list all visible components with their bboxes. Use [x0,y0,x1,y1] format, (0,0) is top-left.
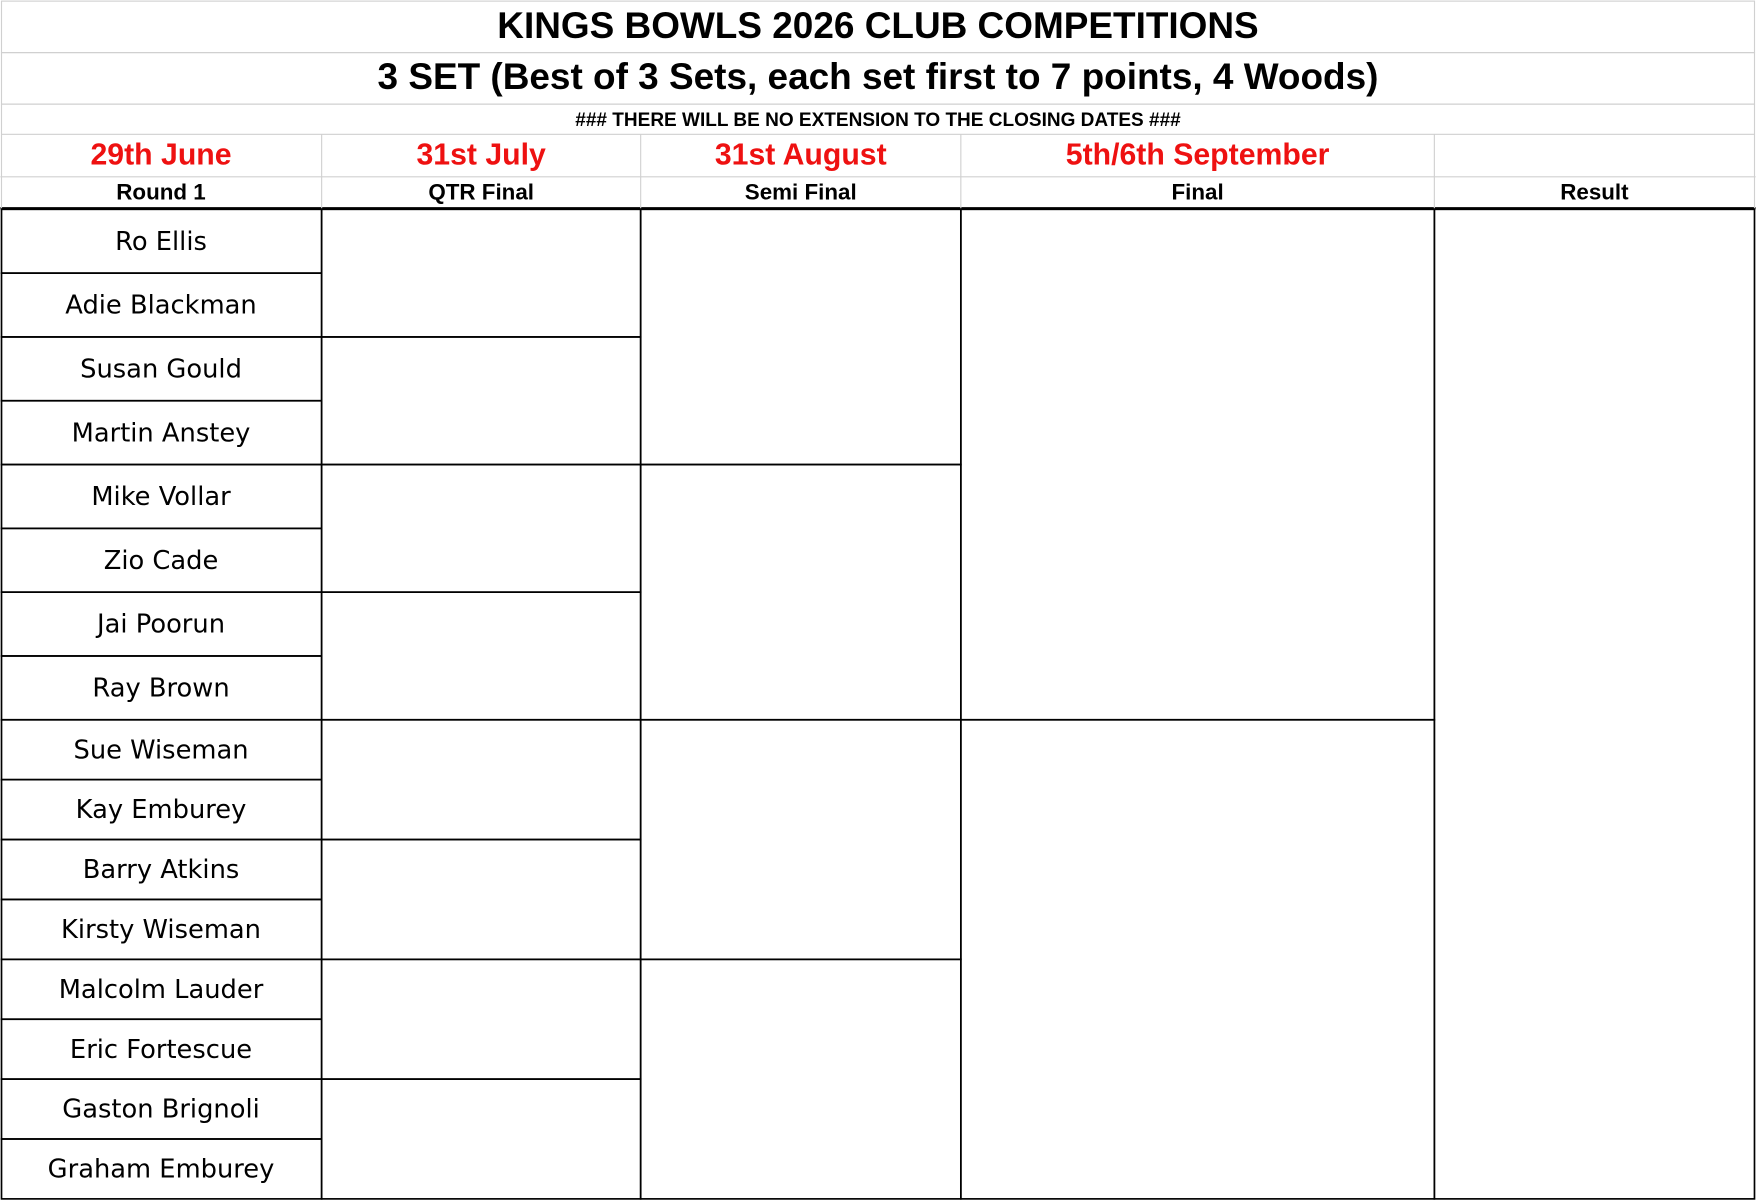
player-name: Kirsty Wiseman [61,915,261,945]
player-name: Ray Brown [92,673,229,703]
player-name: Gaston Brignoli [62,1095,260,1125]
player-name: Susan Gould [80,354,242,384]
round-date: 31st July [416,139,546,172]
round-date: 5th/6th September [1066,139,1330,172]
round-label: Round 1 [116,180,205,205]
subtitle: 3 SET (Best of 3 Sets, each set first to… [378,56,1379,97]
player-name: Zio Cade [104,546,219,576]
round-date: 29th June [90,139,231,172]
player-name: Graham Emburey [48,1155,275,1185]
player-name: Ro Ellis [115,227,207,257]
player-name: Barry Atkins [83,855,240,885]
player-name: Mike Vollar [91,482,231,512]
player-name: Kay Emburey [76,795,247,825]
round-label: QTR Final [428,180,534,205]
result-box [1433,208,1756,1200]
player-name: Jai Poorun [95,610,225,640]
round-label: Result [1560,180,1629,205]
round-label: Final [1171,180,1223,205]
player-name: Adie Blackman [65,291,256,321]
title: KINGS BOWLS 2026 CLUB COMPETITIONS [497,5,1258,46]
round-date: 31st August [715,139,887,172]
player-name: Eric Fortescue [70,1035,252,1065]
player-name: Martin Anstey [72,418,251,448]
round-label: Semi Final [745,180,857,205]
player-name: Sue Wiseman [73,735,248,765]
notice: ### THERE WILL BE NO EXTENSION TO THE CL… [575,110,1181,131]
player-name: Malcolm Lauder [59,975,264,1005]
notice-cell [0,103,1756,135]
